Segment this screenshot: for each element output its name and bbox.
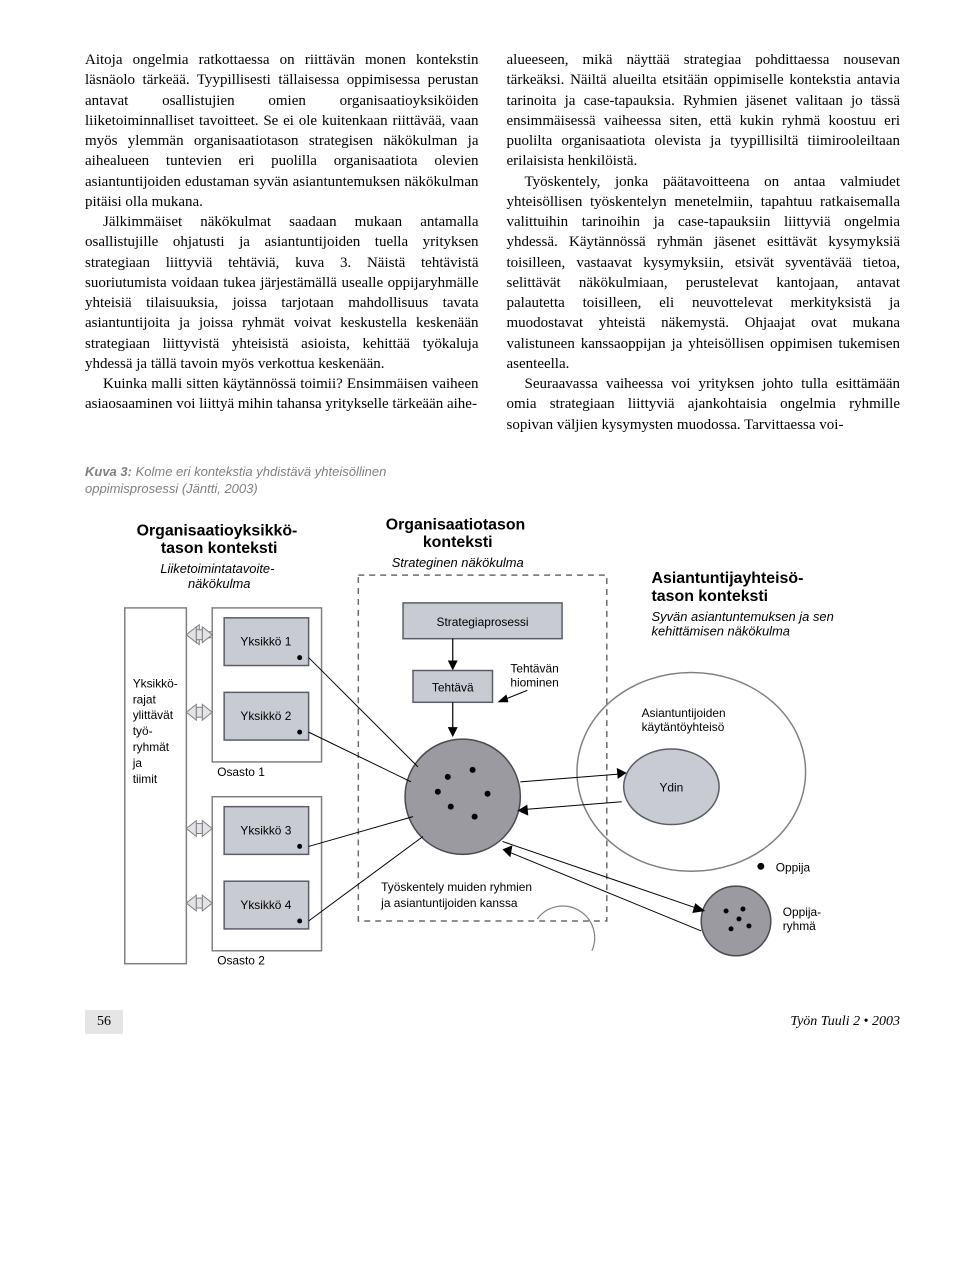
dot-icon xyxy=(297,844,302,849)
dot-icon xyxy=(470,767,476,773)
unit-2-label: Yksikkö 2 xyxy=(240,709,291,723)
right-context-title: Asiantuntijayhteisö- tason konteksti xyxy=(652,570,808,605)
connector-arrow-icon xyxy=(186,625,212,645)
connector-line xyxy=(309,816,413,846)
connector-arrow-icon xyxy=(186,820,212,836)
paragraph: Työskentely, jonka päätavoitteena on ant… xyxy=(507,172,901,375)
connector-line xyxy=(309,732,411,782)
unit-4-label: Yksikkö 4 xyxy=(240,898,291,912)
dot-icon xyxy=(724,908,729,913)
partial-circle-icon xyxy=(537,906,594,951)
figure-caption-label: Kuva 3: xyxy=(85,464,132,479)
dept-1-label: Osasto 1 xyxy=(217,765,265,779)
left-bar-label: Yksikkö- rajat ylittävät työ- ryhmät ja … xyxy=(132,676,181,785)
legend-learner-label: Oppija xyxy=(776,860,811,874)
figure-diagram: Organisaatioyksikkö- tason konteksti Lii… xyxy=(85,512,900,992)
arrowhead-icon xyxy=(497,694,508,702)
connector-line xyxy=(309,657,418,766)
dot-icon xyxy=(448,804,454,810)
strategy-label: Strategiaprosessi xyxy=(437,615,529,629)
dot-icon xyxy=(746,923,751,928)
dot-icon xyxy=(737,916,742,921)
expert-community-label: Asiantuntijoiden käytäntöyhteisö xyxy=(642,706,729,734)
arrowhead-icon xyxy=(502,845,512,857)
legend-learner-dot-icon xyxy=(757,863,764,870)
paragraph: Kuinka malli sitten käytännössä toimii? … xyxy=(85,374,479,415)
arrow-line-icon xyxy=(507,851,701,931)
arrowhead-icon xyxy=(448,660,458,670)
column-right: alueeseen, mikä näyttää strategiaa pohdi… xyxy=(507,50,901,435)
paragraph: alueeseen, mikä näyttää strategiaa pohdi… xyxy=(507,50,901,172)
dot-icon xyxy=(729,926,734,931)
arrowhead-icon xyxy=(448,727,458,737)
dot-icon xyxy=(740,906,745,911)
dot-icon xyxy=(445,774,451,780)
dot-icon xyxy=(297,729,302,734)
core-label: Ydin xyxy=(659,781,683,795)
column-left: Aitoja ongelmia ratkottaessa on riittävä… xyxy=(85,50,479,435)
bottom-working-label: Työskentely muiden ryhmien ja asiantunti… xyxy=(380,880,535,910)
body-text-columns: Aitoja ongelmia ratkottaessa on riittävä… xyxy=(85,50,900,435)
paragraph: Jälkimmäiset näkökulmat saadaan mukaan a… xyxy=(85,212,479,374)
dept-2-label: Osasto 2 xyxy=(217,954,265,968)
left-context-subtitle: Liiketoimintatavoite- näkökulma xyxy=(160,561,278,591)
journal-ref: Työn Tuuli 2 • 2003 xyxy=(790,1014,900,1030)
right-context-subtitle: Syvän asiantuntemuksen ja sen kehittämis… xyxy=(652,609,838,639)
unit-3-label: Yksikkö 3 xyxy=(240,823,291,837)
unit-1-label: Yksikkö 1 xyxy=(240,634,291,648)
page-number: 56 xyxy=(85,1010,123,1034)
task-refine-label: Tehtävän hiominen xyxy=(510,661,562,689)
paragraph: Aitoja ongelmia ratkottaessa on riittävä… xyxy=(85,50,479,212)
figure-caption: Kuva 3: Kolme eri kontekstia yhdistävä y… xyxy=(85,463,445,498)
dot-icon xyxy=(435,789,441,795)
legend-group-label: Oppija- ryhmä xyxy=(783,905,825,933)
paragraph: Seuraavassa vaiheessa voi yrityksen joht… xyxy=(507,374,901,435)
dot-icon xyxy=(485,791,491,797)
dot-icon xyxy=(297,655,302,660)
connector-arrow-icon xyxy=(186,895,212,911)
mid-context-title: Organisaatiotason konteksti xyxy=(386,516,530,551)
page-footer: 56 Työn Tuuli 2 • 2003 xyxy=(85,1010,900,1034)
learner-group-circle xyxy=(701,886,771,956)
dot-icon xyxy=(297,918,302,923)
task-label: Tehtävä xyxy=(432,680,474,694)
left-context-title: Organisaatioyksikkö- tason konteksti xyxy=(137,522,302,557)
connector-arrow-icon xyxy=(186,704,212,720)
arrow-line-icon xyxy=(502,841,699,909)
mid-context-subtitle: Strateginen näkökulma xyxy=(392,555,524,570)
dot-icon xyxy=(472,813,478,819)
diagram-svg: Organisaatioyksikkö- tason konteksti Lii… xyxy=(85,512,900,992)
